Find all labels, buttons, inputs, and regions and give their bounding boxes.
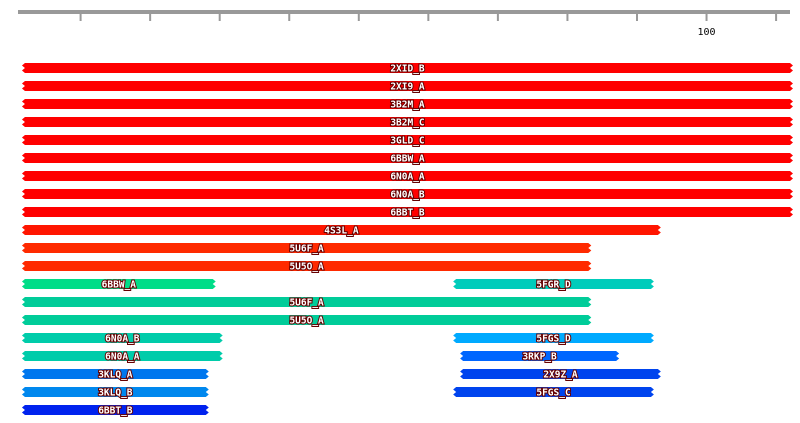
bar-label: 2XID_B: [390, 64, 425, 75]
range-bar: [21, 207, 793, 217]
range-bar: [21, 333, 223, 343]
range-bar: [21, 261, 592, 271]
bar-label: 4S3L_A: [324, 226, 359, 237]
range-bar: [21, 153, 793, 163]
range-bar: [21, 171, 793, 181]
range-bar: [21, 243, 592, 253]
bar-label: 6N0A_B: [390, 190, 425, 201]
range-bar: [21, 405, 209, 415]
range-bar: [453, 279, 654, 289]
bar-label: 5U6F_A: [289, 298, 324, 309]
bar-label: 3KLQ_A: [98, 370, 133, 381]
bar-label: 3GLD_C: [390, 136, 425, 147]
bar-label: 5FGR_D: [536, 280, 571, 291]
range-bar: [21, 351, 223, 361]
bar-label: 6BBW_A: [102, 280, 137, 291]
range-bar: [453, 333, 654, 343]
range-bar: [21, 81, 793, 91]
bar-label: 5FGS_C: [536, 388, 571, 399]
range-bar: [460, 369, 661, 379]
range-bar: [21, 63, 793, 73]
range-bar: [21, 135, 793, 145]
bar-label: 6N0A_A: [105, 352, 140, 363]
range-bar: [21, 369, 209, 379]
bar-label: 3B2M_A: [390, 100, 425, 111]
bar-label: 6BBW_A: [390, 154, 425, 165]
range-bar: [21, 117, 793, 127]
ruler: [18, 10, 790, 14]
bar-label: 5U6F_A: [289, 244, 324, 255]
range-bar: [453, 387, 654, 397]
bar-label: 5U5O_A: [289, 262, 324, 273]
bar-label: 6N0A_A: [390, 172, 425, 183]
bar-label: 3RKP_B: [522, 352, 557, 363]
bar-label: 5U5O_A: [289, 316, 324, 327]
range-bar: [21, 99, 793, 109]
tick-label: 100: [698, 27, 716, 38]
bar-label: 3B2M_C: [390, 118, 425, 129]
bar-label: 5FGS_D: [536, 334, 571, 345]
range-bar: [21, 387, 209, 397]
range-bar: [21, 279, 216, 289]
bar-label: 3KLQ_B: [98, 388, 133, 399]
range-bar: [460, 351, 620, 361]
range-bar: [21, 315, 592, 325]
bar-label: 2X9Z_A: [543, 370, 578, 381]
range-bar: [21, 189, 793, 199]
bar-label: 2XI9_A: [390, 82, 425, 93]
bar-label: 6N0A_B: [105, 334, 140, 345]
range-bar: [21, 297, 592, 307]
bar-label: 6BBT_B: [98, 406, 133, 417]
range-bar: [21, 225, 661, 235]
bar-label: 6BBT_B: [390, 208, 425, 219]
